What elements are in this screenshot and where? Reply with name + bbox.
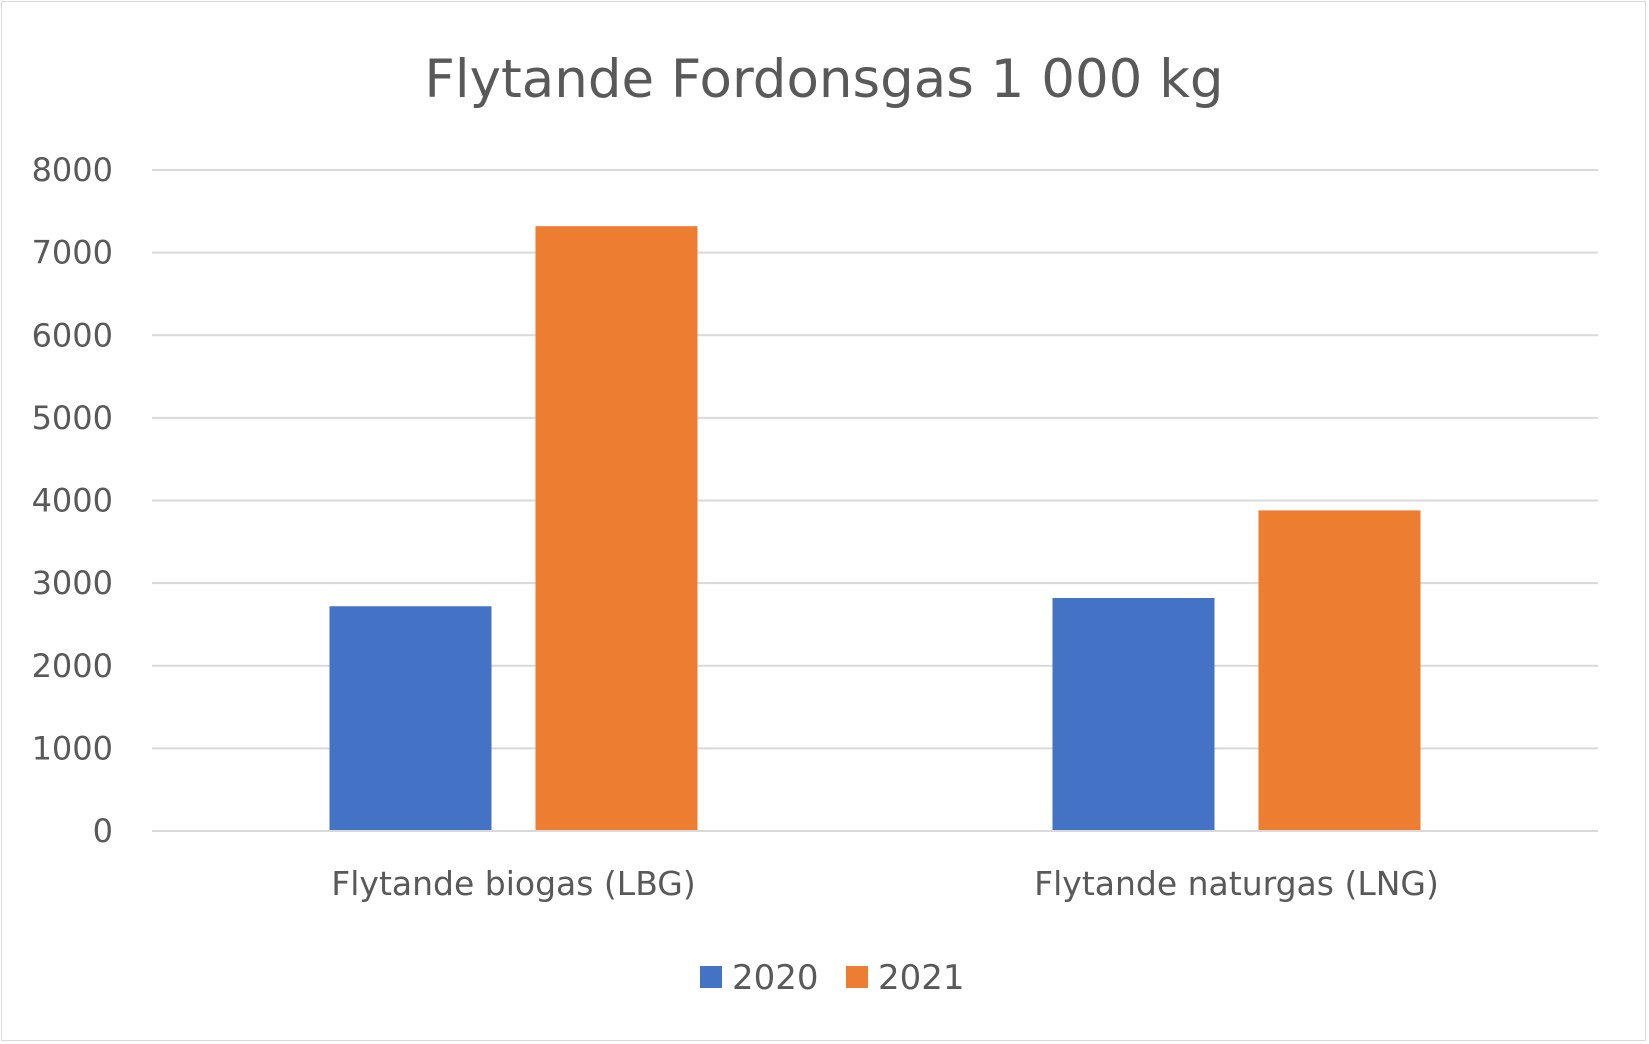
y-tick-label: 1000 bbox=[32, 729, 113, 767]
y-tick-label: 2000 bbox=[32, 647, 113, 685]
legend-label-2021: 2021 bbox=[878, 958, 965, 998]
x-axis-category-labels: Flytande biogas (LBG) Flytande naturgas (… bbox=[331, 864, 1439, 903]
y-tick-label: 5000 bbox=[32, 399, 113, 437]
legend: 2020 2021 bbox=[700, 958, 965, 998]
legend-swatch-2021 bbox=[846, 966, 868, 988]
bar-2021-2 bbox=[1258, 510, 1421, 831]
chart-title: Flytande Fordonsgas 1 000 kg bbox=[424, 49, 1223, 110]
bar-2020-2 bbox=[1052, 597, 1215, 831]
bar-2020-1 bbox=[329, 606, 492, 831]
legend-label-2020: 2020 bbox=[732, 958, 819, 998]
bar-2021-1 bbox=[535, 226, 698, 831]
legend-swatch-2020 bbox=[700, 966, 722, 988]
y-tick-label: 4000 bbox=[32, 482, 113, 520]
y-tick-label: 6000 bbox=[32, 316, 113, 354]
y-tick-label: 3000 bbox=[32, 564, 113, 602]
y-tick-label: 8000 bbox=[32, 151, 113, 189]
x-category-label: Flytande naturgas (LNG) bbox=[1034, 864, 1439, 903]
y-tick-label: 7000 bbox=[32, 234, 113, 272]
y-tick-label: 0 bbox=[93, 812, 113, 850]
x-category-label: Flytande biogas (LBG) bbox=[331, 864, 695, 903]
y-axis-tick-labels: 0 1000 2000 3000 4000 5000 6000 7000 8000 bbox=[32, 151, 113, 850]
bars bbox=[329, 226, 1421, 831]
